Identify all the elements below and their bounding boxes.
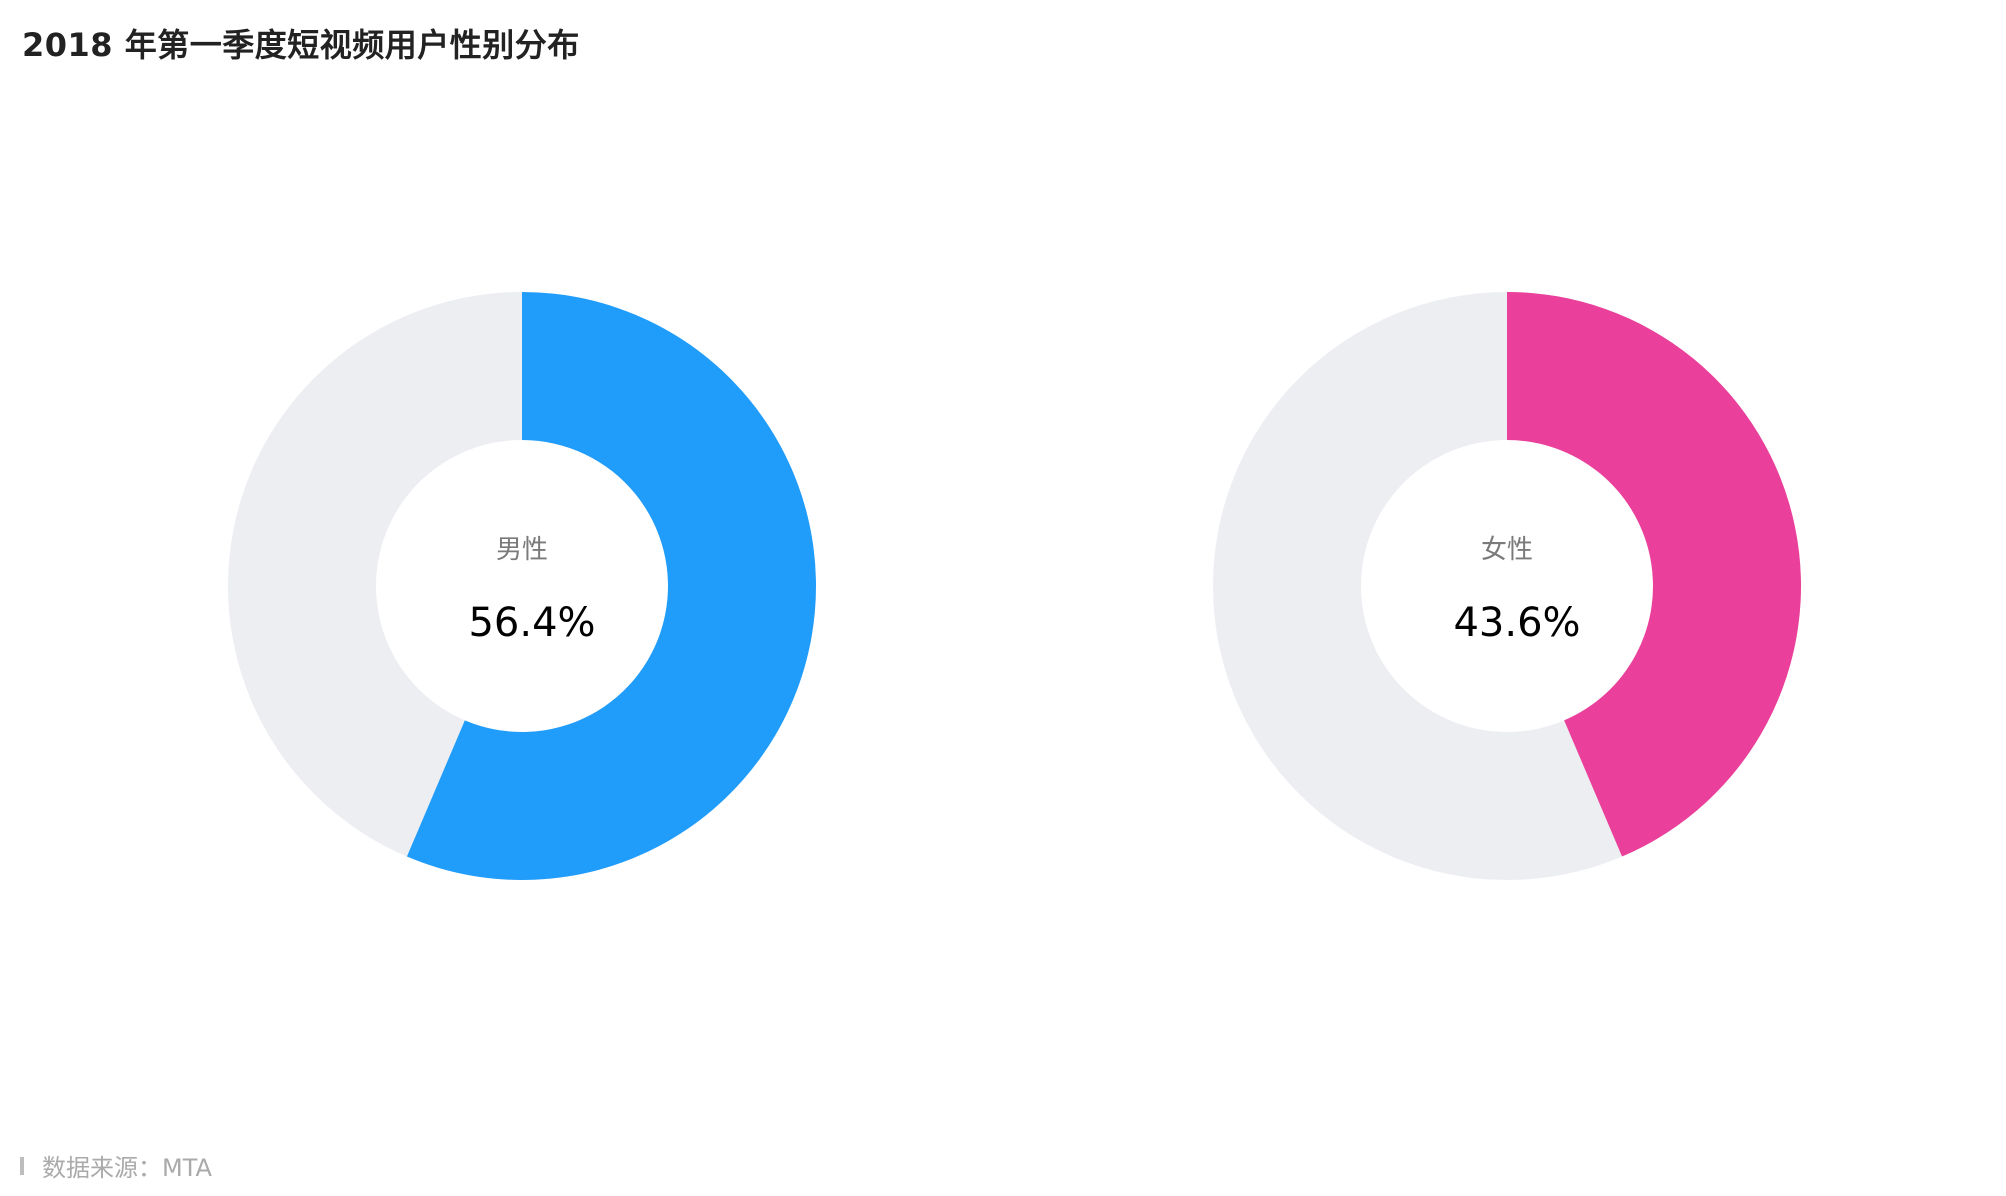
source-text: 数据来源：MTA [42, 1154, 212, 1182]
donut-center-label: 女性 [1481, 535, 1533, 565]
donut-chart-2: 女性 43.6% [1213, 292, 1801, 880]
source-marker [20, 1156, 24, 1175]
data-source: 数据来源：MTA [20, 1148, 212, 1183]
donut-center-value: 43.6% [1453, 600, 1580, 646]
chart-title: 2018 年第一季度短视频用户性别分布 [22, 26, 580, 64]
donut-chart-1: 男性 56.4% [228, 292, 816, 880]
donut-slice [406, 292, 816, 880]
donut-slice [1507, 292, 1801, 857]
donut-center-value: 56.4% [468, 600, 595, 646]
donut-center-label: 男性 [496, 535, 548, 565]
